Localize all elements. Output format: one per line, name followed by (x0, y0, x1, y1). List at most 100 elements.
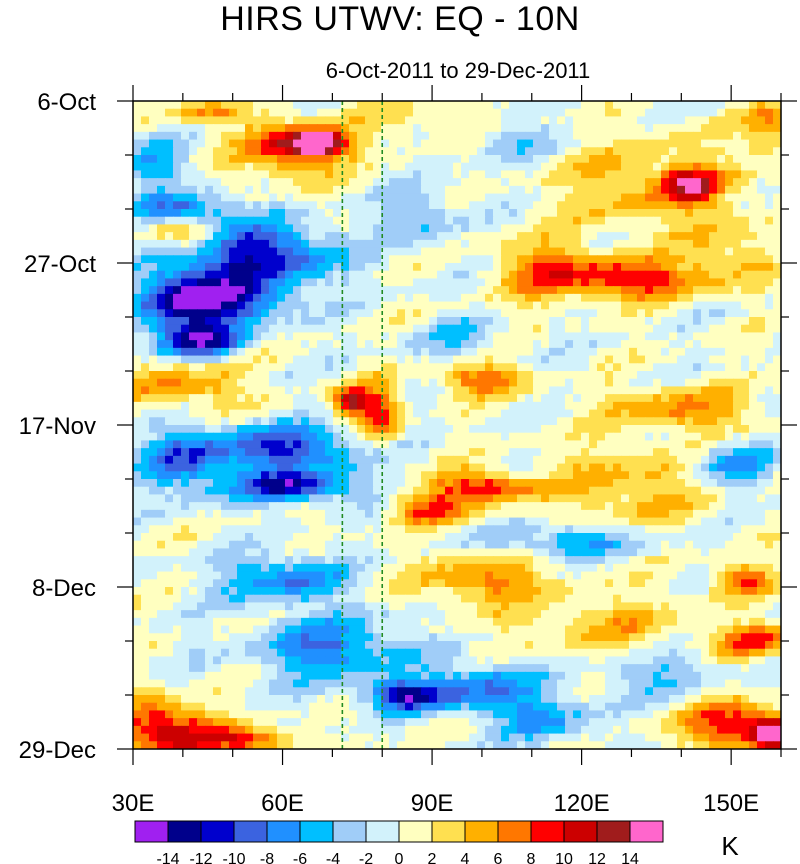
field-cell (253, 347, 262, 357)
field-cell (317, 232, 326, 241)
field-cell (285, 216, 294, 226)
field-cell (765, 556, 774, 565)
field-cell (309, 571, 318, 580)
field-cell (517, 116, 526, 125)
field-cell (421, 108, 430, 118)
field-cell (693, 301, 702, 310)
field-cell (389, 455, 398, 465)
field-cell (341, 309, 350, 318)
field-cell (301, 440, 310, 449)
field-cell (437, 317, 446, 326)
field-cell (437, 371, 446, 380)
field-cell (445, 301, 454, 310)
field-cell (437, 178, 446, 187)
field-cell (205, 201, 214, 210)
field-cell (261, 563, 270, 573)
field-cell (597, 394, 606, 403)
field-cell (501, 278, 510, 287)
field-cell (173, 216, 182, 226)
field-cell (501, 571, 510, 580)
field-cell (517, 124, 526, 133)
field-cell (221, 394, 230, 403)
field-cell (669, 371, 678, 380)
field-cell (749, 301, 758, 310)
field-cell (685, 309, 694, 318)
field-cell (229, 502, 238, 511)
field-cell (205, 371, 214, 380)
field-cell (437, 494, 446, 503)
field-cell (613, 394, 622, 403)
field-cell (693, 170, 702, 179)
field-cell (229, 386, 238, 395)
field-cell (613, 116, 622, 125)
field-cell (269, 101, 278, 110)
field-cell (461, 124, 470, 133)
field-cell (645, 471, 654, 480)
field-cell (517, 193, 526, 202)
field-cell (461, 263, 470, 272)
field-cell (229, 278, 238, 287)
field-cell (661, 409, 670, 418)
field-cell (133, 479, 142, 488)
field-cell (765, 540, 774, 550)
field-cell (229, 185, 238, 195)
field-cell (509, 209, 518, 218)
field-cell (301, 363, 310, 372)
field-cell (197, 178, 206, 187)
field-cell (509, 425, 518, 434)
field-cell (637, 525, 646, 534)
field-cell (221, 224, 230, 233)
field-cell (349, 162, 358, 172)
field-cell (197, 548, 206, 557)
field-cell (285, 486, 294, 496)
field-cell (501, 178, 510, 187)
field-cell (213, 286, 222, 295)
field-cell (709, 108, 718, 118)
field-cell (173, 425, 182, 434)
field-cell (373, 425, 382, 434)
field-cell (485, 216, 494, 226)
field-cell (733, 324, 742, 334)
field-cell (757, 556, 766, 565)
field-cell (173, 409, 182, 418)
field-cell (653, 394, 662, 403)
field-cell (477, 170, 486, 179)
field-cell (685, 116, 694, 125)
field-cell (725, 409, 734, 418)
field-cell (605, 286, 614, 295)
field-cell (341, 355, 350, 364)
field-cell (661, 525, 670, 534)
field-cell (285, 563, 294, 573)
field-cell (725, 278, 734, 287)
field-cell (581, 371, 590, 380)
field-cell (245, 494, 254, 503)
field-cell (213, 178, 222, 187)
field-cell (421, 340, 430, 349)
field-cell (533, 201, 542, 210)
field-cell (309, 425, 318, 434)
field-cell (245, 517, 254, 526)
field-cell (309, 209, 318, 218)
field-cell (437, 432, 446, 442)
field-cell (325, 185, 334, 195)
field-cell (453, 216, 462, 226)
field-cell (149, 556, 158, 565)
field-cell (765, 378, 774, 388)
field-cell (733, 270, 742, 280)
field-cell (181, 548, 190, 557)
field-cell (733, 455, 742, 465)
field-cell (373, 525, 382, 534)
field-cell (325, 479, 334, 488)
field-cell (277, 525, 286, 534)
field-cell (237, 116, 246, 125)
field-cell (165, 371, 174, 380)
field-cell (325, 155, 334, 164)
field-cell (205, 563, 214, 573)
field-cell (501, 394, 510, 403)
field-cell (605, 278, 614, 287)
field-cell (509, 540, 518, 550)
field-cell (389, 479, 398, 488)
field-cell (405, 309, 414, 318)
field-cell (149, 239, 158, 249)
field-cell (757, 401, 766, 411)
